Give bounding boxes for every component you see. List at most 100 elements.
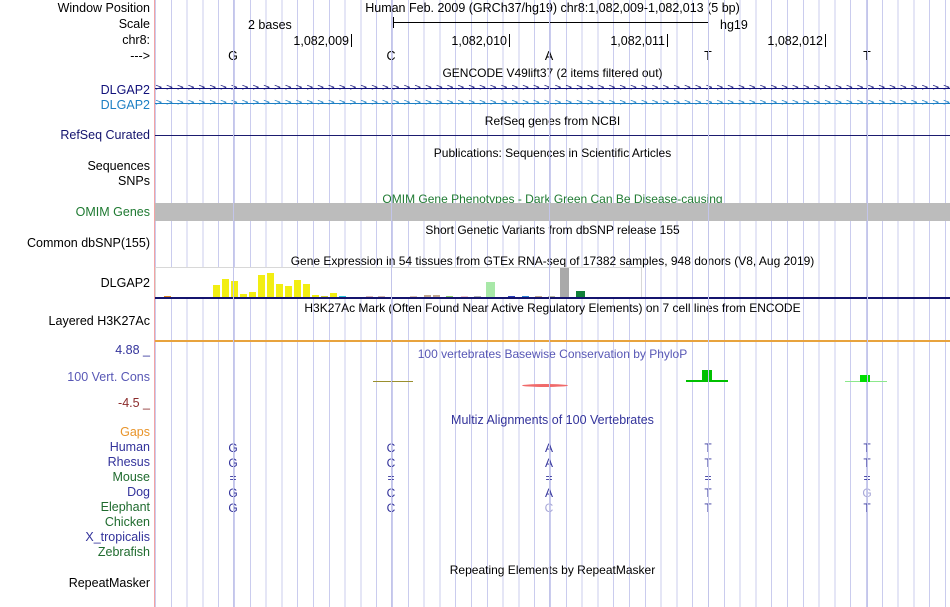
row-label-100-vert-cons[interactable]: 100 Vert. Cons bbox=[67, 370, 150, 384]
gtex-bar bbox=[486, 282, 495, 298]
ruler-coordinate-0: 1,082,009 bbox=[293, 34, 349, 48]
gtex-bar bbox=[576, 291, 585, 298]
species-label-mouse[interactable]: Mouse bbox=[112, 470, 150, 484]
refseq-track-title: RefSeq genes from NCBI bbox=[484, 114, 621, 128]
phylop-track-title: 100 vertebrates Basewise Conservation by… bbox=[417, 347, 688, 361]
gene-row-dlgap2-2[interactable]: >>>>>>>>>>>>>>>>>>>>>>>>>>>>>>>>>>>>>>>>… bbox=[155, 98, 950, 108]
multiz-track-title: Multiz Alignments of 100 Vertebrates bbox=[451, 413, 654, 427]
species-label-zebrafish[interactable]: Zebrafish bbox=[97, 545, 150, 559]
gtex-bar bbox=[231, 281, 238, 298]
row-label-gaps[interactable]: Gaps bbox=[120, 425, 150, 439]
h3k27ac-track-title: H3K27Ac Mark (Often Found Near Active Re… bbox=[304, 301, 801, 315]
row-label-repeatmasker[interactable]: RepeatMasker bbox=[68, 576, 150, 590]
ruler-coordinate-3: 1,082,012 bbox=[767, 34, 823, 48]
row-label-snps[interactable]: SNPs bbox=[118, 174, 150, 188]
align-base-human-2: A bbox=[529, 441, 569, 456]
gtex-bar bbox=[213, 285, 220, 298]
dbsnp-track-title: Short Genetic Variants from dbSNP releas… bbox=[425, 223, 680, 237]
row-label-layered-h3k27ac[interactable]: Layered H3K27Ac bbox=[48, 314, 150, 328]
align-base-elephant-2: C bbox=[529, 501, 569, 516]
align-base-rhesus-1: C bbox=[371, 456, 411, 471]
row-label-strand-arrow: ---> bbox=[130, 49, 150, 63]
align-base-dog-1: C bbox=[371, 486, 411, 501]
scale-bar bbox=[393, 17, 709, 28]
row-label-refseq-curated[interactable]: RefSeq Curated bbox=[60, 128, 150, 142]
omim-track-title: OMIM Gene Phenotypes - Dark Green Can Be… bbox=[382, 192, 723, 206]
base-column-gridline-1 bbox=[391, 0, 392, 607]
refseq-track-line bbox=[155, 135, 950, 136]
conservation-plot[interactable] bbox=[155, 344, 950, 406]
gtex-bar bbox=[276, 284, 283, 298]
species-label-x_tropicalis[interactable]: X_tropicalis bbox=[85, 530, 150, 544]
gtex-bar bbox=[249, 292, 256, 298]
align-base-dog-2: A bbox=[529, 486, 569, 501]
conservation-min-value: -4.5 _ bbox=[118, 396, 150, 410]
species-label-elephant[interactable]: Elephant bbox=[100, 500, 150, 514]
align-base-elephant-1: C bbox=[371, 501, 411, 516]
align-base-mouse-4: = bbox=[847, 471, 887, 486]
species-label-chicken[interactable]: Chicken bbox=[104, 515, 150, 529]
row-label-scale: Scale bbox=[118, 17, 150, 31]
window-position-title: Human Feb. 2009 (GRCh37/hg19) chr8:1,082… bbox=[365, 1, 740, 15]
h3k27ac-baseline bbox=[155, 340, 950, 342]
ruler-base-T-4: T bbox=[847, 49, 887, 63]
gtex-track-title: Gene Expression in 54 tissues from GTEx … bbox=[290, 254, 815, 268]
publications-track-title: Publications: Sequences in Scientific Ar… bbox=[433, 146, 672, 160]
ruler-tick-2 bbox=[667, 34, 668, 47]
gene-label-dlgap2-1[interactable]: DLGAP2 bbox=[100, 83, 150, 97]
omim-gene-feature-bar[interactable] bbox=[155, 203, 950, 221]
gtex-bar bbox=[330, 293, 337, 298]
gtex-bar bbox=[303, 284, 310, 298]
gtex-expression-barchart[interactable] bbox=[155, 267, 642, 299]
align-base-mouse-1: = bbox=[371, 471, 411, 486]
align-base-rhesus-2: A bbox=[529, 456, 569, 471]
ruler-base-T-3: T bbox=[688, 49, 728, 63]
gene-row-dlgap2-1[interactable]: >>>>>>>>>>>>>>>>>>>>>>>>>>>>>>>>>>>>>>>>… bbox=[155, 83, 950, 93]
row-label-sequences[interactable]: Sequences bbox=[87, 159, 150, 173]
repeatmasker-track-title: Repeating Elements by RepeatMasker bbox=[449, 563, 656, 577]
row-label-gtex-dlgap2[interactable]: DLGAP2 bbox=[100, 276, 150, 290]
conservation-mark-block bbox=[702, 370, 712, 382]
gtex-bar bbox=[222, 279, 229, 298]
align-base-mouse-3: = bbox=[688, 471, 728, 486]
conservation-max-value: 4.88 _ bbox=[115, 343, 150, 357]
gtex-bar bbox=[285, 286, 292, 298]
gtex-bar bbox=[267, 273, 274, 298]
left-boundary-rule bbox=[154, 0, 155, 607]
align-base-human-1: C bbox=[371, 441, 411, 456]
ruler-base-G-0: G bbox=[213, 49, 253, 63]
row-label-common-dbsnp[interactable]: Common dbSNP(155) bbox=[27, 236, 150, 250]
gtex-bar bbox=[240, 294, 247, 298]
gencode-track-title: GENCODE V49lift37 (2 items filtered out) bbox=[442, 66, 663, 80]
base-column-gridline-3 bbox=[708, 0, 709, 607]
assembly-tag: hg19 bbox=[720, 18, 748, 32]
gtex-bar bbox=[294, 280, 301, 298]
gene-label-dlgap2-2[interactable]: DLGAP2 bbox=[100, 98, 150, 112]
gtex-bar bbox=[433, 295, 440, 298]
gtex-baseline bbox=[155, 297, 950, 299]
species-label-rhesus[interactable]: Rhesus bbox=[107, 455, 150, 469]
ruler-coordinate-2: 1,082,011 bbox=[610, 34, 665, 48]
ruler-tick-0 bbox=[351, 34, 352, 47]
gtex-bar bbox=[560, 268, 569, 298]
row-label-window-position: Window Position bbox=[57, 1, 150, 15]
base-column-gridline-0 bbox=[233, 0, 234, 607]
base-column-gridline-2 bbox=[549, 0, 550, 607]
conservation-mark-arc bbox=[522, 384, 568, 387]
gtex-bar bbox=[312, 295, 319, 298]
ruler-tick-3 bbox=[825, 34, 826, 47]
conservation-mark-block bbox=[860, 375, 870, 382]
scale-bar-label: 2 bases bbox=[248, 18, 292, 32]
species-label-dog[interactable]: Dog bbox=[127, 485, 150, 499]
row-label-omim-genes[interactable]: OMIM Genes bbox=[75, 205, 150, 219]
align-base-mouse-0: = bbox=[213, 471, 253, 486]
base-column-gridline-4 bbox=[867, 0, 868, 607]
row-label-chromosome: chr8: bbox=[122, 33, 150, 47]
ruler-coordinate-1: 1,082,010 bbox=[451, 34, 507, 48]
ruler-tick-1 bbox=[509, 34, 510, 47]
gtex-bar bbox=[424, 295, 431, 298]
species-label-human[interactable]: Human bbox=[109, 440, 150, 454]
gtex-bar bbox=[258, 275, 265, 298]
conservation-mark-line bbox=[373, 381, 413, 382]
